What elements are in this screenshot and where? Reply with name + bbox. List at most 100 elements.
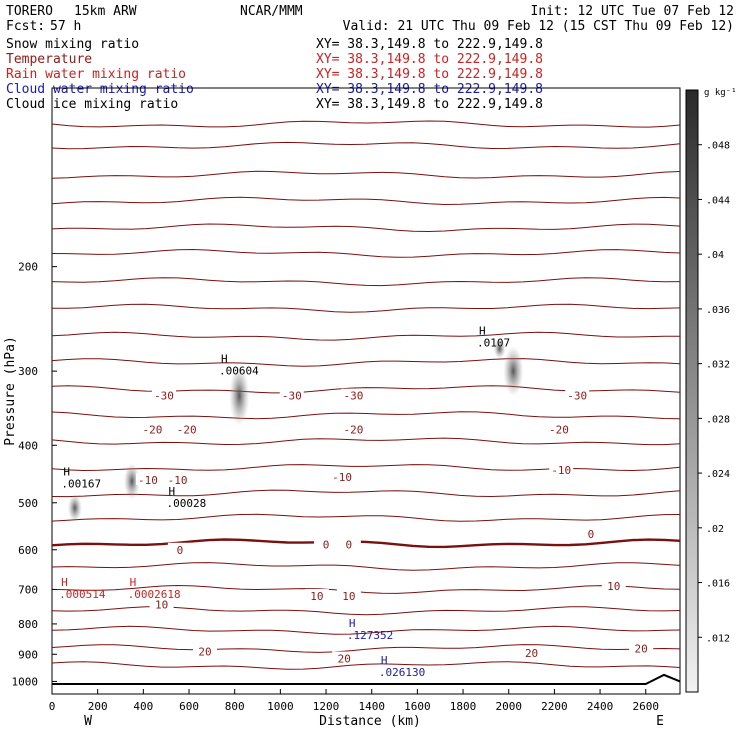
isotherm-line bbox=[52, 303, 681, 313]
x-tick-label: 2200 bbox=[541, 700, 568, 713]
contour-label-bg bbox=[304, 589, 329, 602]
y-tick-label: 1000 bbox=[12, 675, 39, 688]
temperature-contour-label: 0 bbox=[177, 544, 184, 557]
y-tick-label: 500 bbox=[18, 497, 38, 510]
temperature-contour-label: -20 bbox=[143, 423, 163, 436]
mixing-ratio-shading bbox=[493, 338, 506, 359]
y-axis-title: Pressure (hPa) bbox=[3, 336, 18, 446]
maximum-marker: H bbox=[63, 466, 70, 479]
contour-label-bg bbox=[546, 422, 571, 435]
colorbar-tick-label: .012 bbox=[706, 633, 730, 644]
contour-label-bg bbox=[332, 651, 357, 664]
isotherm-line bbox=[51, 223, 681, 233]
temperature-contour-label: -30 bbox=[567, 390, 587, 403]
contour-label-bg bbox=[341, 422, 366, 435]
colorbar bbox=[685, 89, 699, 693]
maximum-marker: H bbox=[479, 324, 486, 337]
temperature-contour-label: 0 bbox=[588, 528, 595, 541]
isotherm-line bbox=[51, 625, 681, 635]
isotherm-line bbox=[51, 411, 681, 420]
maximum-marker: H bbox=[61, 576, 68, 589]
contour-label-bg bbox=[140, 422, 165, 435]
maximum-marker: H bbox=[349, 617, 356, 630]
isotherm-line bbox=[51, 358, 681, 367]
temperature-contour-label: -10 bbox=[332, 471, 352, 484]
colorbar-tick-label: .032 bbox=[706, 360, 730, 371]
legend: Snow mixing ratio Temperature Rain water… bbox=[6, 37, 543, 112]
temperature-contour-label: -10 bbox=[168, 474, 188, 487]
contour-label-bg bbox=[330, 469, 355, 482]
contour-label-bg bbox=[519, 645, 544, 658]
isotherm-line bbox=[51, 513, 681, 522]
x-tick-label: 1200 bbox=[313, 700, 340, 713]
isotherm-line bbox=[51, 562, 681, 571]
y-tick-label: 200 bbox=[18, 261, 38, 274]
contour-label-bg bbox=[151, 388, 176, 401]
temperature-contour-label: -20 bbox=[344, 423, 364, 436]
maximum-value: .127352 bbox=[347, 629, 393, 642]
temperature-contour-label: -30 bbox=[344, 390, 364, 403]
init-time: Init: 12 UTC Tue 07 Feb 12 bbox=[531, 4, 735, 19]
colorbar-tick-label: .016 bbox=[706, 579, 730, 590]
contour-label-bg bbox=[565, 388, 590, 401]
legend-xy-4: XY= 38.3,149.8 to 222.9,149.8 bbox=[316, 82, 543, 97]
legend-xy-1: XY= 38.3,149.8 to 222.9,149.8 bbox=[316, 37, 543, 52]
isotherm-line bbox=[51, 464, 681, 472]
maximum-value: .026130 bbox=[379, 666, 425, 679]
temperature-contour-label: 10 bbox=[607, 580, 620, 593]
x-tick-label: 1800 bbox=[450, 700, 477, 713]
x-tick-label: 2400 bbox=[587, 700, 614, 713]
y-tick-label: 800 bbox=[18, 618, 38, 631]
colorbar-tick-label: .044 bbox=[706, 195, 730, 206]
temperature-contour-label: 0 bbox=[346, 539, 353, 552]
x-tick-label: 1400 bbox=[358, 700, 385, 713]
x-tick-label: 0 bbox=[49, 700, 56, 713]
x-axis-title: Distance (km) bbox=[319, 714, 421, 729]
contour-label-bg bbox=[314, 537, 339, 550]
isotherm-line bbox=[51, 437, 681, 446]
legend-xy-5: XY= 38.3,149.8 to 222.9,149.8 bbox=[316, 97, 543, 112]
temperature-contour-label: -20 bbox=[549, 423, 569, 436]
isotherm-line bbox=[51, 277, 681, 287]
maximum-value: .00028 bbox=[166, 497, 206, 510]
isotherm-line bbox=[51, 644, 681, 653]
isotherm-line bbox=[51, 170, 681, 179]
isotherm-line bbox=[51, 661, 681, 670]
maximum-marker: H bbox=[168, 485, 175, 498]
forecast-label: Fcst: bbox=[6, 19, 45, 34]
model-name: TORERO bbox=[6, 4, 53, 19]
x-tick-label: 200 bbox=[88, 700, 108, 713]
contour-label-bg bbox=[279, 388, 304, 401]
isotherm-line bbox=[51, 606, 681, 616]
isotherm-line bbox=[51, 141, 681, 150]
temperature-contour-label: -20 bbox=[177, 423, 197, 436]
maximum-value: .0107 bbox=[477, 336, 510, 349]
temperature-contour-label: 20 bbox=[198, 645, 211, 658]
y-tick-label: 900 bbox=[18, 648, 38, 661]
temperature-contour-label: 10 bbox=[310, 590, 323, 603]
x-tick-label: 800 bbox=[225, 700, 245, 713]
y-tick-label: 300 bbox=[18, 365, 38, 378]
mixing-ratio-shading bbox=[503, 346, 524, 397]
maximum-marker: H bbox=[381, 654, 388, 667]
contour-label-bg bbox=[341, 388, 366, 401]
contour-label-bg bbox=[193, 644, 218, 657]
temperature-contour-label: 10 bbox=[155, 599, 168, 612]
terrain-line bbox=[52, 673, 681, 685]
mixing-ratio-shading bbox=[67, 493, 82, 522]
temperature-contour-label: -30 bbox=[154, 390, 174, 403]
contour-label-bg bbox=[578, 526, 603, 539]
isotherm-line bbox=[51, 489, 681, 498]
forecast-hours: 57 h bbox=[50, 19, 81, 34]
x-tick-label: 400 bbox=[133, 700, 153, 713]
maximum-marker: H bbox=[221, 352, 228, 365]
contour-label-bg bbox=[165, 473, 190, 486]
contour-label-bg bbox=[549, 462, 574, 475]
mixing-ratio-shading bbox=[229, 365, 250, 426]
colorbar-unit: g kg⁻¹ bbox=[704, 88, 737, 98]
contour-label-bg bbox=[174, 422, 199, 435]
legend-xy-3: XY= 38.3,149.8 to 222.9,149.8 bbox=[316, 67, 543, 82]
contour-label-bg bbox=[336, 589, 361, 602]
temperature-contour-label: -30 bbox=[282, 390, 302, 403]
legend-xy-2: XY= 38.3,149.8 to 222.9,149.8 bbox=[316, 52, 543, 67]
